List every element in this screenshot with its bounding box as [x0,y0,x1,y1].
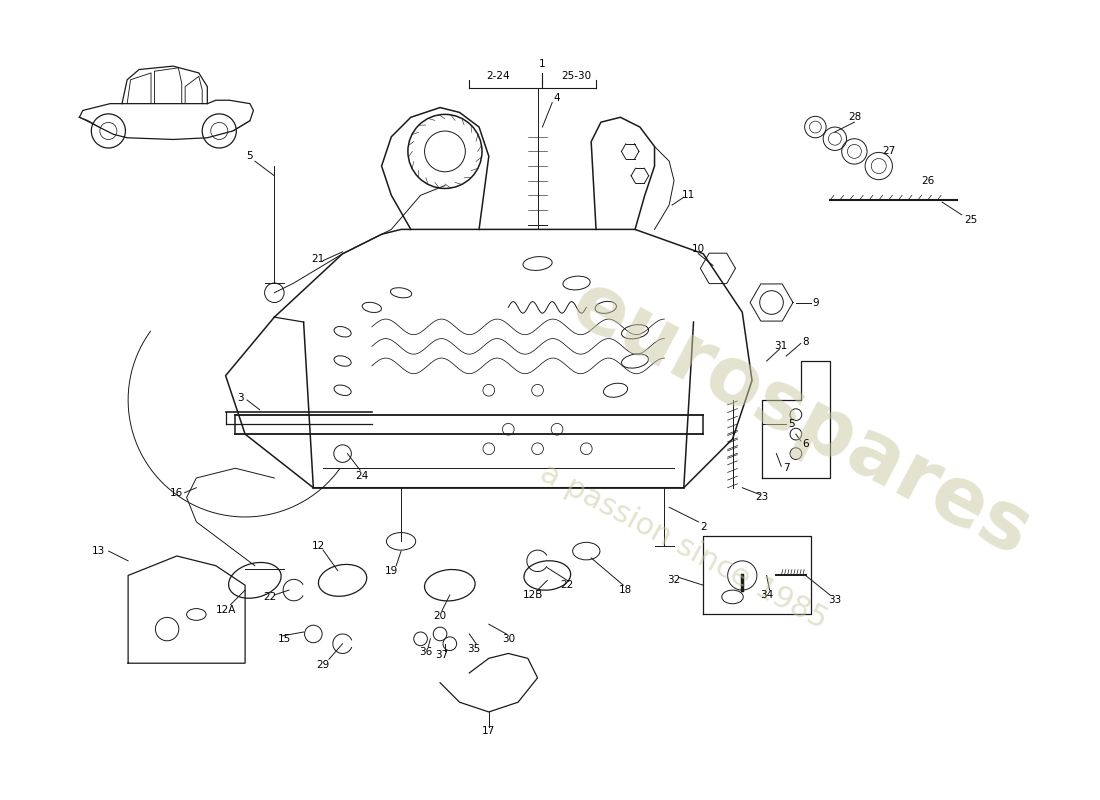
Text: 1: 1 [539,58,546,69]
Text: 11: 11 [682,190,695,200]
Text: 22: 22 [263,592,276,602]
Text: 9: 9 [812,298,818,307]
Text: 30: 30 [502,634,515,644]
Text: 10: 10 [692,244,705,254]
Text: 18: 18 [618,585,631,595]
Text: 32: 32 [668,575,681,586]
Text: 2-24: 2-24 [486,71,510,82]
Text: 12: 12 [311,542,324,551]
Text: 13: 13 [92,546,106,556]
Text: a passion since 1985: a passion since 1985 [536,458,833,634]
Text: 37: 37 [436,650,449,661]
Text: 22: 22 [560,580,573,590]
Text: 7: 7 [783,463,790,474]
Text: 19: 19 [385,566,398,575]
Text: 25: 25 [965,214,978,225]
Text: 15: 15 [277,634,290,644]
Text: 12B: 12B [522,590,543,600]
Text: 3: 3 [236,393,243,403]
Text: 35: 35 [468,643,481,654]
Text: 6: 6 [802,439,808,449]
Text: 4: 4 [553,93,560,102]
Text: 12A: 12A [216,605,235,614]
Text: 28: 28 [848,112,861,122]
Text: 31: 31 [774,342,788,351]
Text: 16: 16 [170,488,184,498]
Text: 5: 5 [788,419,794,430]
Text: 29: 29 [317,660,330,670]
Text: 17: 17 [482,726,495,737]
Text: 27: 27 [882,146,895,157]
Text: 34: 34 [760,590,773,600]
Text: 2: 2 [700,522,706,532]
Text: eurospares: eurospares [558,266,1044,574]
Text: 26: 26 [921,176,934,186]
Text: 20: 20 [433,611,447,622]
Text: 5: 5 [246,151,253,162]
Text: 24: 24 [355,471,368,481]
Text: 36: 36 [419,646,432,657]
Text: 23: 23 [755,493,769,502]
Text: 25-30: 25-30 [561,71,592,82]
Text: 33: 33 [828,595,842,605]
Text: 8: 8 [802,337,808,346]
Text: 21: 21 [311,254,324,264]
